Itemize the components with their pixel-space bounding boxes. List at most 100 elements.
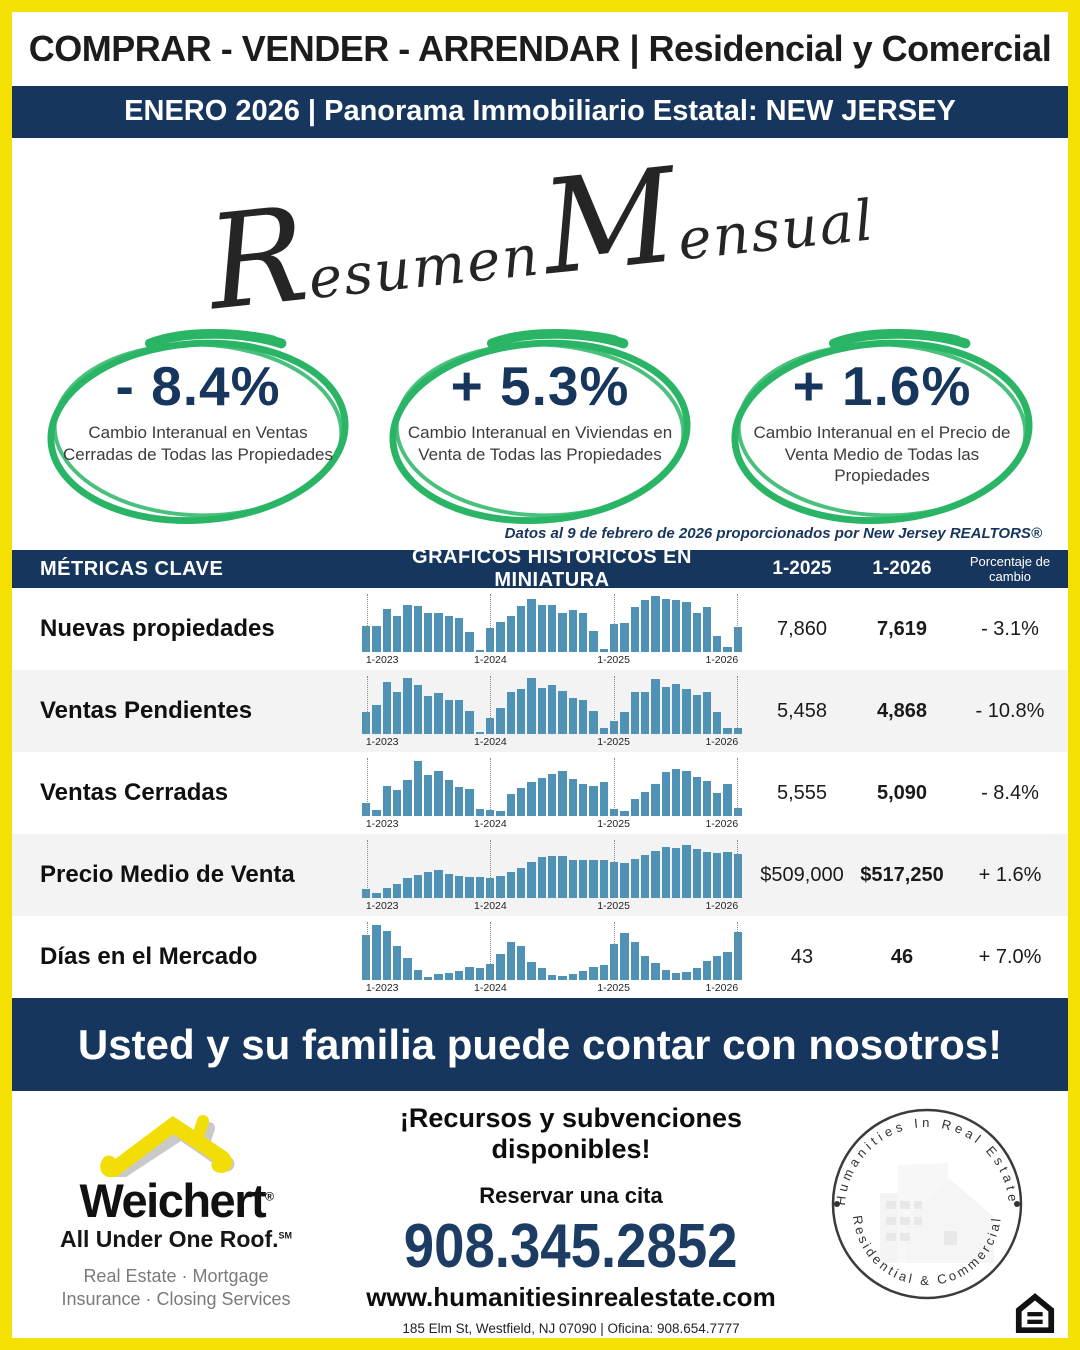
spark-bar	[465, 967, 474, 981]
spark-bar	[527, 598, 536, 653]
script-rest-2: ensual	[674, 188, 878, 274]
spark-bar	[516, 788, 526, 817]
spark-bar	[547, 774, 557, 817]
spark-bar	[599, 782, 608, 817]
value-2026: 4,868	[876, 699, 928, 722]
axis-tick-label: 1-2025	[597, 818, 630, 831]
metric-label: Días en el Mercado	[40, 943, 258, 971]
metric-row-median-price: Precio Medio de Venta 1-2023 1-2024 1-2025…	[12, 834, 1068, 917]
spark-bar	[620, 932, 629, 981]
stat-value: + 1.6%	[792, 354, 972, 417]
spark-bar	[403, 958, 412, 981]
subtitle-bar: ENERO 2026 | Panorama Immobiliario Estat…	[12, 85, 1068, 138]
sparkline-gridline	[490, 922, 492, 981]
spark-bar	[589, 710, 598, 735]
spark-bar	[630, 798, 639, 817]
spark-bar	[413, 969, 422, 981]
spark-bar	[475, 809, 484, 817]
spark-bar	[434, 612, 443, 653]
spark-bar	[413, 606, 422, 653]
weichert-tagline: All Under One Roof.SM	[60, 1226, 292, 1252]
metric-label: Ventas Cerradas	[40, 779, 229, 807]
spark-bar	[527, 862, 536, 899]
spark-bar	[702, 781, 712, 817]
spark-bar	[671, 973, 681, 981]
sparkline-gridline	[736, 758, 738, 817]
spark-bar	[382, 681, 391, 735]
axis-tick-label: 1-2023	[365, 818, 399, 831]
appointment-label: Reservar una cita	[479, 1183, 663, 1208]
spark-bar	[372, 893, 381, 899]
sparkline-gridline	[490, 594, 492, 653]
weichert-roof-icon	[100, 1115, 235, 1177]
sparkline-bars	[362, 594, 743, 653]
spark-bar	[682, 601, 691, 653]
axis-tick-label: 1-2024	[474, 736, 507, 749]
spark-bar	[454, 876, 464, 899]
script-cap-m: M	[534, 139, 684, 305]
spark-bar	[620, 811, 629, 817]
spark-bar	[475, 968, 484, 981]
stat-caption: Cambio Interanual en Viviendas en Venta …	[407, 422, 673, 464]
spark-bar	[589, 785, 598, 817]
spark-bar	[485, 963, 495, 981]
axis-tick-label: 1-2024	[474, 982, 507, 995]
weichert-logo: Weichert® All Under One Roof.SM Real Est…	[26, 1097, 326, 1336]
spark-bar	[702, 692, 712, 735]
spark-bar	[692, 694, 701, 735]
spark-bar	[392, 789, 402, 817]
sparkline-gridline	[490, 840, 492, 899]
spark-bar	[568, 610, 577, 653]
spark-bar	[692, 968, 701, 981]
spark-bar	[485, 810, 495, 817]
spark-bar	[723, 728, 732, 735]
spark-bar	[485, 878, 495, 899]
sparkline-gridline	[367, 758, 369, 817]
sparkline-axis: 1-2023 1-2024 1-2025 1-2026	[362, 982, 742, 995]
sparkline-median-price: 1-2023 1-2024 1-2025 1-2026	[352, 837, 752, 913]
spark-bar	[630, 942, 639, 981]
spark-bar	[682, 688, 691, 735]
value-2025: 5,555	[776, 781, 828, 804]
spark-bar	[671, 683, 681, 735]
spark-bar	[506, 871, 515, 899]
spark-bar	[392, 946, 402, 981]
sparkline-gridline	[736, 676, 738, 735]
spark-bar	[671, 848, 681, 899]
spark-bar	[568, 778, 577, 817]
spark-bar	[465, 631, 474, 653]
weichert-services-line1: Real Estate · Mortgage	[83, 1266, 269, 1286]
spark-bar	[578, 700, 588, 735]
spark-bar	[496, 953, 505, 981]
stat-caption: Cambio Interanual en Ventas Cerradas de …	[63, 422, 333, 464]
metric-row-days-on-market: Días en el Mercado 1-2023 1-2024 1-2025 1-2…	[12, 916, 1068, 998]
metric-row-closed-sales: Ventas Cerradas 1-2023 1-2024 1-2025 1-2026…	[12, 752, 1068, 834]
weichert-services-line2: Insurance · Closing Services	[61, 1289, 291, 1310]
sparkline-gridline	[613, 594, 615, 653]
sparkline-bars	[362, 758, 743, 817]
pct-change: + 1.6%	[978, 863, 1042, 886]
spark-bar	[702, 606, 712, 653]
spark-bar	[620, 863, 629, 899]
spark-bar	[733, 931, 743, 981]
spark-bar	[651, 595, 660, 653]
spark-bar	[589, 860, 598, 899]
axis-tick-label: 1-2026	[705, 818, 739, 831]
spark-bar	[434, 693, 443, 735]
sparkline-gridline	[367, 840, 369, 899]
spark-bar	[640, 955, 650, 981]
axis-tick-label: 1-2026	[705, 654, 739, 667]
spark-bar	[651, 783, 660, 817]
spark-bar	[454, 787, 464, 817]
spark-bar	[547, 975, 557, 981]
spark-bar	[578, 612, 588, 653]
value-2025: 43	[790, 945, 814, 968]
spark-bar	[496, 876, 505, 899]
spark-bar	[661, 847, 670, 899]
script-title-text: ResumenMensual	[201, 129, 879, 339]
spark-bar	[496, 811, 505, 817]
spark-bar	[516, 867, 526, 899]
spark-bar	[692, 776, 701, 817]
spark-bar	[713, 712, 722, 735]
spark-bar	[651, 962, 660, 981]
